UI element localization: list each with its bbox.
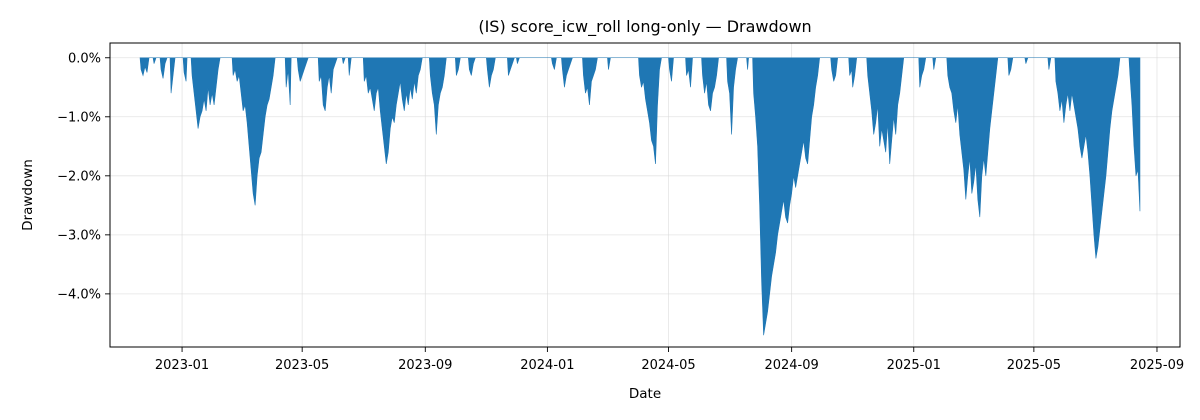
y-tick-label: −4.0% — [57, 287, 101, 302]
x-tick-label: 2025-05 — [1007, 358, 1061, 373]
x-tick-label: 2025-01 — [887, 358, 941, 373]
x-tick-label: 2023-09 — [398, 358, 452, 373]
x-tick-label: 2023-01 — [155, 358, 209, 373]
x-tick-label: 2024-09 — [764, 358, 818, 373]
y-axis-ticks: 0.0% −1.0% −2.0% −3.0% −4.0% — [57, 51, 110, 302]
y-tick-label: −2.0% — [57, 169, 101, 184]
x-axis-label: Date — [629, 386, 661, 402]
y-axis-label: Drawdown — [20, 159, 36, 231]
x-tick-label: 2025-09 — [1130, 358, 1184, 373]
chart-title: (IS) score_icw_roll long-only — Drawdown — [478, 17, 811, 37]
drawdown-area — [139, 57, 1141, 336]
plot-frame — [109, 42, 1181, 348]
x-tick-label: 2024-05 — [641, 358, 695, 373]
x-tick-label: 2024-01 — [520, 358, 574, 373]
y-tick-label: −3.0% — [57, 228, 101, 243]
y-tick-label: −1.0% — [57, 110, 101, 125]
x-axis-ticks: 2023-01 2023-05 2023-09 2024-01 2024-05 2024-… — [155, 347, 1184, 373]
x-tick-label: 2023-05 — [275, 358, 329, 373]
y-tick-label: 0.0% — [68, 51, 101, 66]
